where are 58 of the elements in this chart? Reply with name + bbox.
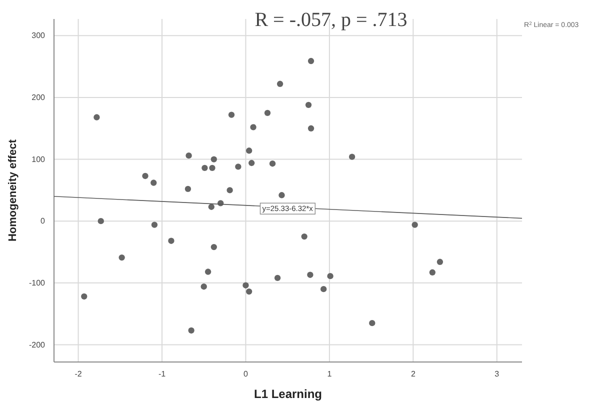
point — [308, 58, 314, 64]
point — [98, 218, 104, 224]
y-tick-label: 200 — [32, 93, 46, 102]
point — [248, 160, 255, 166]
point — [436, 258, 444, 265]
x-tick-label: 1 — [327, 370, 332, 379]
point — [184, 186, 192, 192]
point — [320, 286, 327, 292]
point — [202, 164, 208, 172]
point — [94, 114, 100, 120]
x-tick-label: -2 — [74, 370, 82, 379]
chart-title: R = -.057, p = .713 — [254, 9, 408, 31]
y-tick-label: 100 — [32, 154, 46, 164]
point — [210, 156, 217, 162]
point — [269, 160, 276, 167]
point — [168, 238, 174, 244]
point — [208, 204, 214, 210]
point — [264, 110, 271, 116]
point — [118, 254, 125, 261]
y-tick-label: 0 — [40, 216, 46, 226]
point — [210, 244, 217, 250]
point — [412, 222, 418, 228]
point — [274, 274, 281, 282]
point — [151, 222, 158, 228]
point — [188, 327, 194, 334]
point — [209, 164, 216, 172]
y-tick-label: 300 — [32, 31, 46, 40]
point — [246, 288, 252, 295]
y-tick-label: -100 — [28, 278, 46, 288]
y-tick-label: -200 — [28, 340, 46, 350]
point — [142, 172, 148, 180]
y-axis-title: Homogeneity effect — [7, 139, 19, 242]
x-axis-title: L1 Learning — [254, 387, 322, 401]
point — [200, 284, 207, 290]
point — [81, 293, 88, 300]
point — [429, 269, 436, 276]
point — [307, 272, 314, 278]
x-tick-label: -1 — [158, 370, 166, 379]
point — [305, 102, 312, 108]
point — [150, 180, 157, 186]
point — [235, 164, 242, 170]
point — [226, 187, 233, 194]
x-tick-label: 0 — [243, 370, 248, 379]
point — [204, 268, 212, 275]
point — [348, 154, 356, 160]
point — [228, 112, 235, 118]
point — [278, 192, 285, 198]
point — [242, 282, 249, 288]
point — [250, 124, 256, 130]
x-tick-label: 3 — [494, 370, 500, 379]
point — [327, 273, 334, 280]
x-tick-label: 2 — [410, 370, 416, 379]
point — [186, 152, 192, 159]
point — [369, 320, 376, 326]
point — [246, 148, 252, 154]
point — [276, 80, 284, 87]
point — [308, 125, 314, 132]
point — [301, 233, 308, 240]
